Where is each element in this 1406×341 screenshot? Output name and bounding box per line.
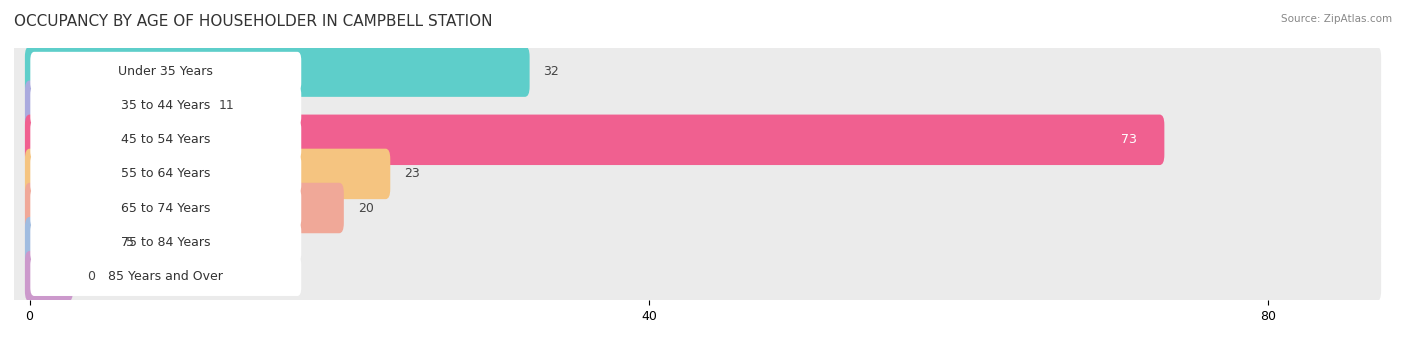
Text: 85 Years and Over: 85 Years and Over xyxy=(108,270,224,283)
Text: 73: 73 xyxy=(1121,133,1136,146)
FancyBboxPatch shape xyxy=(31,52,301,91)
FancyBboxPatch shape xyxy=(25,115,1164,165)
FancyBboxPatch shape xyxy=(10,251,1381,301)
FancyBboxPatch shape xyxy=(10,46,1381,97)
Text: 45 to 54 Years: 45 to 54 Years xyxy=(121,133,211,146)
FancyBboxPatch shape xyxy=(31,86,301,125)
FancyBboxPatch shape xyxy=(31,154,301,194)
FancyBboxPatch shape xyxy=(25,149,391,199)
Text: 55 to 64 Years: 55 to 64 Years xyxy=(121,167,211,180)
Text: Under 35 Years: Under 35 Years xyxy=(118,65,214,78)
Text: 20: 20 xyxy=(357,202,374,214)
FancyBboxPatch shape xyxy=(25,251,73,301)
Text: 75 to 84 Years: 75 to 84 Years xyxy=(121,236,211,249)
Text: 32: 32 xyxy=(544,65,560,78)
FancyBboxPatch shape xyxy=(10,183,1381,233)
FancyBboxPatch shape xyxy=(25,183,344,233)
Text: 35 to 44 Years: 35 to 44 Years xyxy=(121,99,211,112)
Text: 0: 0 xyxy=(87,270,94,283)
FancyBboxPatch shape xyxy=(31,256,301,296)
FancyBboxPatch shape xyxy=(10,80,1381,131)
FancyBboxPatch shape xyxy=(10,115,1381,165)
Text: OCCUPANCY BY AGE OF HOUSEHOLDER IN CAMPBELL STATION: OCCUPANCY BY AGE OF HOUSEHOLDER IN CAMPB… xyxy=(14,14,492,29)
Text: 23: 23 xyxy=(404,167,420,180)
Text: 11: 11 xyxy=(218,99,235,112)
FancyBboxPatch shape xyxy=(10,217,1381,267)
FancyBboxPatch shape xyxy=(25,46,530,97)
Text: Source: ZipAtlas.com: Source: ZipAtlas.com xyxy=(1281,14,1392,24)
FancyBboxPatch shape xyxy=(31,188,301,228)
FancyBboxPatch shape xyxy=(31,222,301,262)
FancyBboxPatch shape xyxy=(10,149,1381,199)
FancyBboxPatch shape xyxy=(25,80,204,131)
Text: 65 to 74 Years: 65 to 74 Years xyxy=(121,202,211,214)
FancyBboxPatch shape xyxy=(31,120,301,160)
FancyBboxPatch shape xyxy=(25,217,111,267)
Text: 5: 5 xyxy=(125,236,134,249)
